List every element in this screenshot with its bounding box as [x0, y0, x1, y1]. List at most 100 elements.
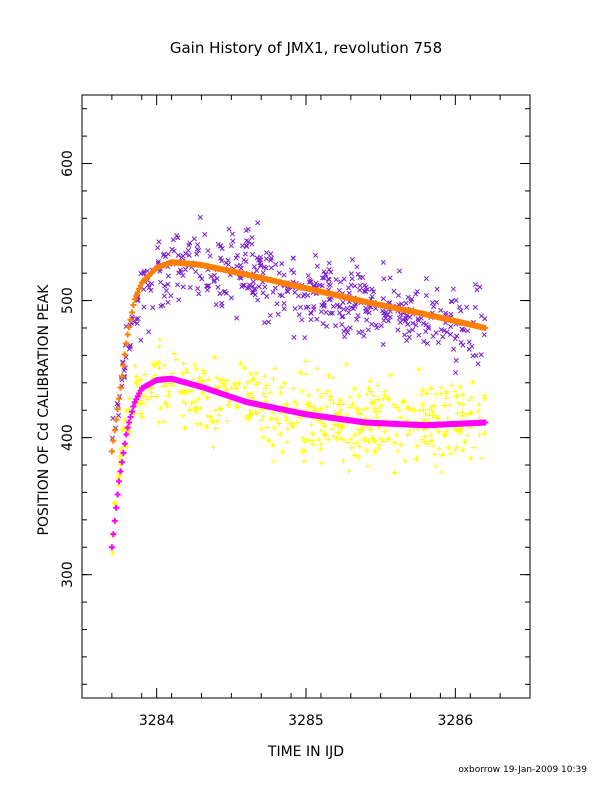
plus-marker-point [161, 418, 167, 425]
x-marker-point [414, 288, 420, 295]
plus-marker-point [353, 405, 360, 412]
x-marker-point [165, 281, 171, 287]
plus-marker-point [145, 396, 151, 403]
plus-marker-point [481, 393, 488, 399]
x-marker-point [250, 290, 256, 296]
x-marker-point [457, 304, 463, 310]
x-marker-point [127, 344, 133, 350]
x-marker-point [291, 334, 297, 340]
x-marker-point [274, 301, 280, 307]
x-marker-point [168, 293, 174, 299]
fit-curve-point [137, 282, 144, 289]
plus-marker-point [155, 359, 162, 366]
x-marker-point [234, 315, 240, 321]
x-marker-point [308, 310, 314, 316]
plus-marker-point [282, 414, 289, 420]
x-marker-point [333, 277, 339, 283]
x-marker-point [222, 288, 228, 295]
x-marker-point [290, 255, 296, 261]
x-marker-point [285, 289, 291, 295]
fit-curve-point [128, 408, 135, 415]
x-marker-point [326, 267, 332, 273]
plus-marker-point [207, 414, 214, 420]
x-marker-point [323, 309, 329, 315]
plus-marker-point [188, 400, 194, 406]
x-marker-point [450, 286, 456, 292]
x-marker-point [454, 333, 460, 339]
plus-marker-point [318, 446, 324, 453]
x-marker-point [403, 316, 409, 322]
plus-marker-point [471, 444, 477, 451]
x-marker-point [311, 306, 317, 312]
x-marker-point [384, 312, 390, 318]
plus-marker-point [182, 400, 189, 407]
x-marker-point [339, 314, 345, 320]
x-marker-point [352, 303, 358, 309]
x-marker-point [305, 292, 311, 299]
x-marker-point [349, 257, 355, 263]
x-marker-point [405, 294, 411, 300]
plus-marker-point [460, 401, 466, 408]
fit-curve-point [117, 468, 124, 475]
plus-marker-point [469, 379, 476, 385]
x-marker-point [270, 289, 276, 295]
plus-marker-point [328, 426, 335, 432]
x-marker-point [268, 251, 274, 257]
plus-marker-point [358, 424, 365, 431]
plus-marker-point [337, 436, 343, 442]
plus-marker-point [419, 401, 426, 408]
chart-title: Gain History of JMX1, revolution 758 [170, 39, 442, 57]
x-marker-point [249, 234, 255, 241]
x-marker-point [374, 325, 380, 331]
plus-marker-point [205, 377, 211, 383]
x-marker-point [318, 309, 324, 315]
plus-marker-point [399, 399, 406, 405]
x-marker-point [263, 256, 269, 262]
plus-marker-point [466, 397, 473, 403]
x-marker-point [425, 324, 431, 330]
x-marker-point [250, 279, 256, 285]
plus-marker-point [193, 366, 199, 372]
plus-marker-point [453, 427, 460, 434]
plus-marker-point [380, 396, 387, 402]
plus-marker-point [297, 369, 304, 376]
plus-marker-point [365, 463, 371, 469]
x-marker-point [481, 332, 487, 338]
plus-marker-point [224, 418, 231, 424]
x-marker-point [352, 283, 358, 289]
plus-marker-point [276, 420, 282, 427]
x-marker-point [297, 304, 304, 310]
x-marker-point [438, 307, 444, 313]
fit-curve-point [482, 419, 489, 426]
x-marker-point [141, 268, 147, 274]
plus-marker-point [248, 390, 255, 397]
plus-marker-point [441, 431, 448, 438]
plus-marker-point [156, 343, 163, 350]
plus-marker-point [351, 432, 357, 438]
plus-marker-point [397, 414, 404, 421]
x-marker-point [441, 328, 447, 334]
plus-marker-point [385, 396, 392, 402]
x-marker-point [339, 321, 345, 328]
x-marker-point [260, 290, 266, 296]
x-marker-point [146, 329, 152, 335]
x-marker-point [348, 271, 354, 277]
plus-marker-point [325, 436, 331, 443]
plus-marker-point [194, 421, 200, 427]
plus-marker-point [435, 415, 441, 421]
plus-marker-point [384, 436, 391, 442]
x-marker-point [141, 286, 147, 292]
plus-marker-point [337, 397, 344, 403]
x-marker-point [320, 321, 326, 327]
plus-marker-point [415, 366, 422, 373]
x-marker-point [430, 333, 436, 339]
fit-curve-point [118, 459, 125, 466]
plus-marker-point [349, 445, 355, 451]
plus-marker-point [184, 369, 191, 376]
x-marker-point [215, 241, 221, 247]
x-marker-point [160, 252, 166, 258]
plus-marker-point [318, 460, 325, 466]
plus-marker-point [442, 433, 449, 439]
fit-curve-point [111, 427, 118, 434]
x-marker-point [133, 316, 139, 322]
